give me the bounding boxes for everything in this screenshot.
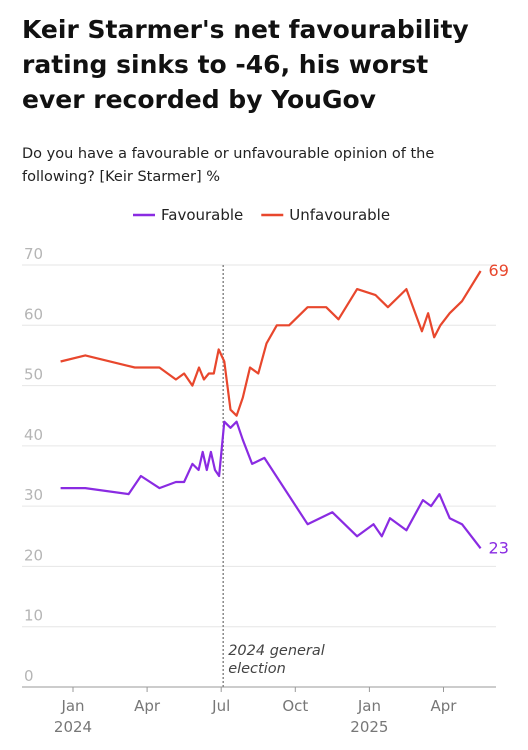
annotation-text: 2024 general: [228, 643, 325, 659]
y-tick-label: 20: [24, 546, 43, 564]
data-line: [60, 420, 482, 549]
x-year-label: 2024: [54, 718, 92, 736]
x-tick-label: Jan: [60, 697, 84, 715]
x-year-label: 2025: [350, 718, 388, 736]
chart-title: rating sinks to -46, his worst: [22, 50, 428, 79]
subtitle: following? [Keir Starmer] %: [22, 169, 220, 185]
subtitle: Do you have a favourable or unfavourable…: [22, 146, 434, 162]
y-tick-label: 30: [24, 486, 43, 504]
x-tick-label: Jan: [357, 697, 381, 715]
x-tick-label: Apr: [431, 697, 458, 715]
y-tick-label: 0: [24, 667, 34, 685]
end-label: 69: [489, 261, 509, 280]
x-tick-label: Jul: [211, 697, 230, 715]
data-line: [60, 270, 482, 417]
y-tick-label: 60: [24, 305, 43, 323]
chart-title: ever recorded by YouGov: [22, 85, 376, 114]
legend-label: Favourable: [161, 206, 243, 224]
chart-title: Keir Starmer's net favourability: [22, 15, 469, 44]
y-tick-label: 70: [24, 245, 43, 263]
end-label: 23: [489, 538, 509, 557]
y-tick-label: 40: [24, 426, 43, 444]
x-tick-label: Apr: [134, 697, 161, 715]
annotation-text: election: [228, 661, 286, 677]
y-tick-label: 10: [24, 607, 43, 625]
legend-label: Unfavourable: [289, 206, 390, 224]
y-tick-label: 50: [24, 366, 43, 384]
x-tick-label: Oct: [282, 697, 308, 715]
